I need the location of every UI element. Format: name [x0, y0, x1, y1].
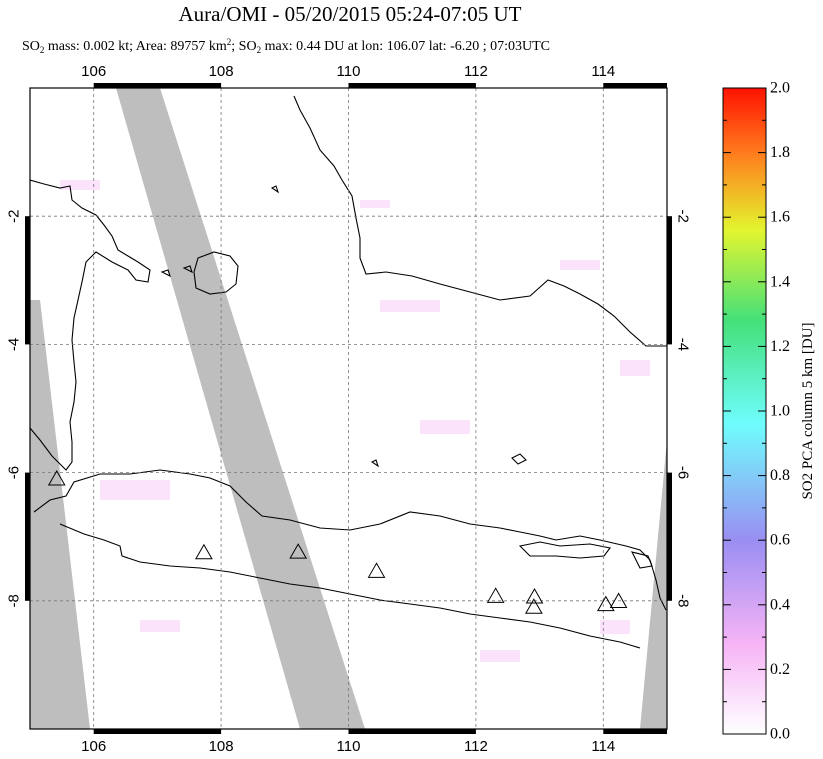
map-border-bars: [25, 83, 672, 734]
lon-tick-label-top: 110: [337, 63, 361, 80]
map-subtitle: SO2 mass: 0.002 kt; Area: 89757 km2; SO2…: [22, 37, 551, 55]
border-bar-right: [667, 472, 672, 601]
volcano-marker: [486, 587, 505, 603]
colorbar-tick-label: 1.2: [770, 338, 790, 355]
lon-tick-label-top: 112: [464, 63, 488, 80]
volcano-markers: [47, 470, 628, 614]
border-bar-bottom: [93, 729, 222, 734]
border-bar-top: [348, 83, 476, 88]
border-bar-left: [25, 472, 30, 601]
coastline-borneo: [293, 95, 667, 347]
map-title: Aura/OMI - 05/20/2015 05:24-07:05 UT: [178, 2, 522, 26]
colorbar-tick-label: 2.0: [770, 80, 790, 97]
colorbar-label: SO2 PCA column 5 km [DU]: [800, 322, 816, 499]
colorbar-tick-label: 1.0: [770, 403, 790, 420]
swath-gap-right: [640, 440, 667, 729]
coastline-sumatra: [30, 179, 151, 471]
lat-tick-label-left: -8: [6, 594, 23, 607]
volcano-marker: [47, 470, 66, 486]
volcano-marker: [525, 587, 544, 604]
volcano-marker: [609, 592, 628, 608]
coastline-island-3: [182, 265, 193, 274]
colorbar-tick-label: 0.8: [770, 467, 790, 484]
coastline-island-2: [160, 269, 171, 278]
colorbar-tick-label: 1.6: [770, 209, 790, 226]
lat-tick-label-right: -2: [675, 210, 692, 223]
volcano-marker: [525, 598, 543, 614]
volcano-marker: [596, 595, 615, 612]
border-bar-bottom: [603, 729, 667, 734]
colorbar-tick-label: 0.2: [770, 661, 790, 678]
lat-tick-label-left: -6: [6, 466, 23, 479]
lon-tick-label-bottom: 114: [591, 738, 615, 755]
lat-tick-label-left: -4: [6, 338, 23, 351]
lon-tick-label-top: 108: [209, 63, 234, 80]
coastline-java-north: [33, 469, 667, 611]
colorbar-tick-label: 1.8: [770, 144, 790, 161]
swath-gap-main: [116, 88, 365, 729]
border-bar-left: [25, 216, 30, 345]
swath-gap-left: [30, 300, 90, 729]
border-bar-top: [603, 83, 667, 88]
border-bar-top: [93, 83, 222, 88]
colorbar-tick-label: 1.4: [770, 273, 790, 290]
lon-tick-label-bottom: 112: [464, 738, 488, 755]
border-bar-bottom: [348, 729, 476, 734]
volcano-marker: [367, 562, 386, 578]
coastlines: [30, 95, 667, 649]
lon-tick-label-top: 106: [81, 63, 106, 80]
coastline-belitung: [193, 251, 239, 295]
lat-tick-label-right: -4: [675, 338, 692, 351]
volcano-marker: [195, 543, 213, 560]
coastline-madura: [518, 541, 611, 559]
coastline-island-karimun: [511, 453, 527, 465]
lon-tick-label-bottom: 108: [209, 738, 234, 755]
volcano-marker: [289, 543, 308, 559]
colorbar-tick-label: 0.4: [770, 596, 790, 613]
lon-tick-label-top: 114: [591, 63, 615, 80]
colorbar-tick-label: 0.0: [770, 726, 790, 743]
lon-tick-label-bottom: 106: [81, 738, 106, 755]
colorbar-tick-label: 0.6: [770, 532, 790, 549]
coastline-island-1: [370, 459, 380, 468]
lat-tick-label-right: -6: [675, 466, 692, 479]
axis-tick-labels: 106 106 108 108 110 110 112 112 114 114 -2 -2 -4 -4 -6…: [6, 63, 692, 755]
graticule: [30, 88, 667, 729]
border-bar-right: [667, 216, 672, 345]
lon-tick-label-bottom: 110: [337, 738, 361, 755]
so2-speckle: [60, 180, 650, 662]
coastline-java-south: [59, 523, 641, 649]
coastline-island-4: [270, 185, 280, 194]
lat-tick-label-right: -8: [675, 594, 692, 607]
coastline-bali: [630, 551, 653, 569]
lat-tick-label-left: -2: [6, 210, 23, 223]
colorbar-ticks: 0.0 0.2 0.4 0.6 0.8 1.0 1.2 1.4 1.6 1.8 2.0: [723, 80, 790, 743]
